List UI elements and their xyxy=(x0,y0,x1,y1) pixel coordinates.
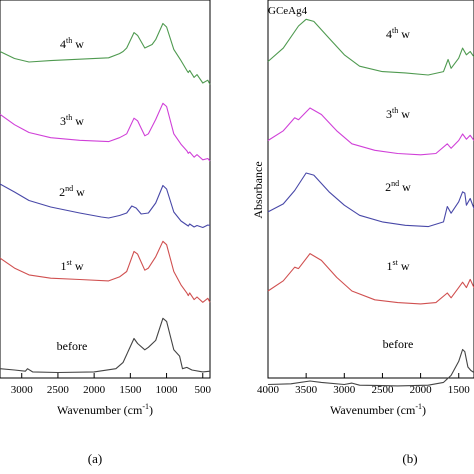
panel-b-y-axis-label: Absorbance xyxy=(251,161,265,218)
panel-a-x-ticks: 3000 2500 2000 1500 1000 500 xyxy=(11,373,212,396)
panel-b-x-tick-label: 2000 xyxy=(410,384,433,396)
panel-b-x-axis-label: Wavenumber (cm-1) xyxy=(330,402,426,417)
panel-a-x-tick-label: 2500 xyxy=(47,384,70,396)
panel-a: 4th w 3th w 2nd w 1st w before 3000 2500 2000 1… xyxy=(0,0,212,466)
panel-b-x-tick-label: 4000 xyxy=(257,384,280,396)
panel-a-x-tick-label: 2000 xyxy=(83,384,106,396)
panel-b-series-3th-label: 3th w xyxy=(386,106,410,121)
panel-a-series-4th-line xyxy=(0,22,211,85)
panel-a-series-2nd-line xyxy=(0,183,211,229)
panel-a-plot-frame xyxy=(0,0,211,379)
panel-a-series-before-label: before xyxy=(57,339,88,353)
panel-a-series: 4th w 3th w 2nd w 1st w before xyxy=(0,22,211,374)
panel-a-series-1st-line xyxy=(0,240,211,303)
panel-b-series: 4th w 3th w 2nd w 1st w before xyxy=(267,18,474,387)
panel-b-plot-frame xyxy=(267,0,474,379)
panel-b-x-tick-label: 3500 xyxy=(295,384,318,396)
panel-a-label: (a) xyxy=(88,451,102,466)
panel-b-series-2nd-line xyxy=(267,172,474,228)
panel-b-x-tick-label: 2500 xyxy=(371,384,394,396)
panel-b-label: (b) xyxy=(402,451,417,466)
panel-a-series-1st-label: 1st w xyxy=(60,258,83,273)
panel-b-series-3th-line xyxy=(267,107,474,156)
panel-a-x-axis-label: Wavenumber (cm-1) xyxy=(57,402,153,417)
panel-b-series-before-label: before xyxy=(383,337,414,351)
panel-a-series-3th-label: 3th w xyxy=(60,113,84,128)
panel-b-x-ticks: 4000 3500 3000 2500 2000 1500 xyxy=(257,373,470,396)
panel-a-series-3th-line xyxy=(0,102,211,162)
panel-b-series-1st-label: 1st w xyxy=(386,258,409,273)
panel-b-x-tick-label: 1500 xyxy=(448,384,471,396)
panel-b: 4th w 3th w 2nd w 1st w before 4000 3500 3000 2… xyxy=(251,0,474,466)
panel-b-series-4th-line xyxy=(267,18,474,76)
panel-a-x-tick-label: 3000 xyxy=(11,384,34,396)
panel-a-x-tick-label: 1500 xyxy=(119,384,142,396)
panel-b-series-4th-label: 4th w xyxy=(386,26,410,41)
panel-a-x-tick-label: 1000 xyxy=(156,384,179,396)
panel-a-x-tick-label: 500 xyxy=(195,384,212,396)
panel-b-title: GCeAg4 xyxy=(268,5,308,17)
panel-b-series-2nd-label: 2nd w xyxy=(385,179,411,194)
panel-b-x-tick-label: 3000 xyxy=(333,384,356,396)
panel-a-series-before-line xyxy=(0,317,211,374)
panel-b-series-1st-line xyxy=(267,253,474,305)
panel-a-series-4th-label: 4th w xyxy=(60,36,84,51)
panel-a-series-2nd-label: 2nd w xyxy=(59,184,85,199)
panel-b-series-before-line xyxy=(267,348,474,387)
